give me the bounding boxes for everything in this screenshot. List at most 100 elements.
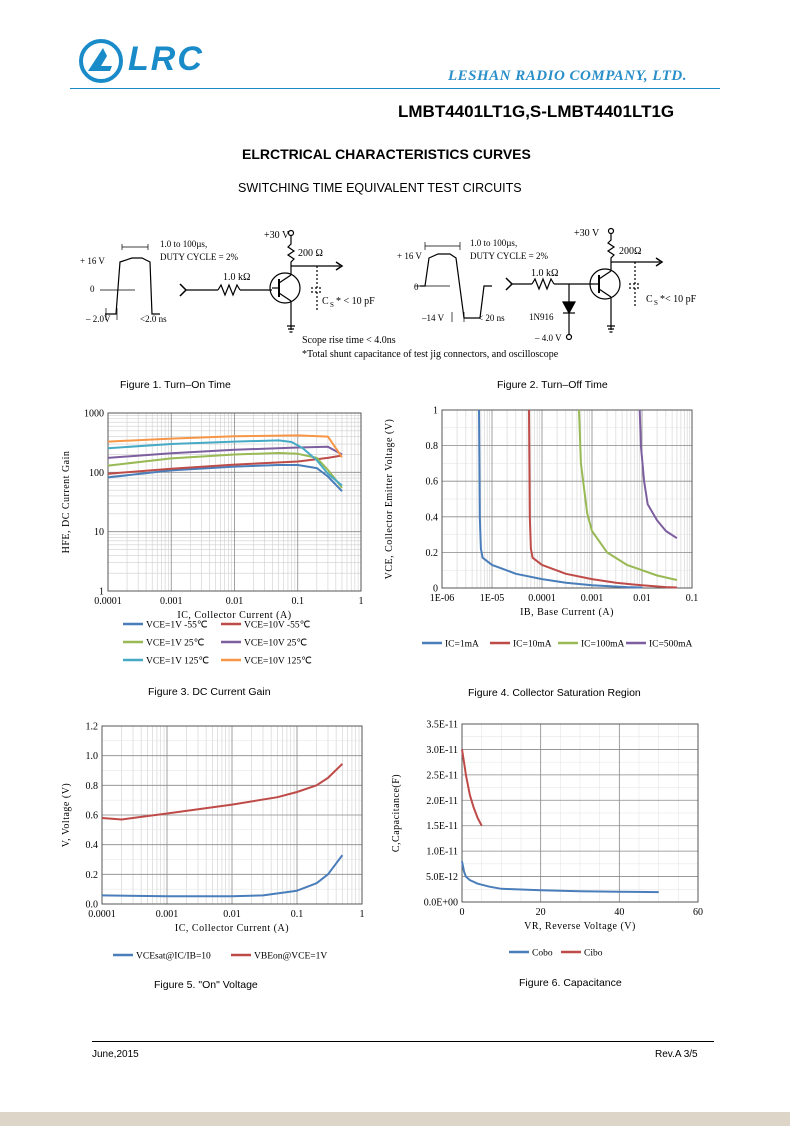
series-line-2 bbox=[528, 409, 677, 589]
x-tick-label: 0 bbox=[460, 907, 465, 918]
plot-frame bbox=[461, 723, 699, 903]
lrc-logo-icon bbox=[79, 39, 123, 83]
series-line-4 bbox=[638, 409, 678, 540]
legend-label-2: VCE=10V -55℃ bbox=[244, 621, 311, 631]
series-line-1 bbox=[101, 854, 344, 898]
c2-vcc: +30 V bbox=[574, 228, 600, 239]
company-name: LESHAN RADIO COMPANY, LTD. bbox=[448, 68, 688, 84]
footer-rev: Rev.A 3/5 bbox=[655, 1049, 698, 1060]
chart-on-voltage: 0.0001 0.001 0.01 0.1 1 0.0 0.2 0.4 0.6 0.8 1.0 1.2… bbox=[61, 722, 365, 962]
y-tick-label: 0.4 bbox=[426, 512, 439, 523]
legend-label-3: VCE=1V 25℃ bbox=[146, 639, 205, 649]
x-tick-label: 0.1 bbox=[291, 909, 304, 920]
c2-vzero: 0 bbox=[414, 282, 419, 292]
grid bbox=[461, 723, 699, 903]
y-tick-label: 10 bbox=[94, 527, 104, 538]
y-axis-label: V, Voltage (V) bbox=[61, 783, 72, 848]
page-bottom-band bbox=[0, 1112, 790, 1126]
switching-test-circuits: 1.0 to 100µs, DUTY CYCLE = 2% + 16 V 0 –… bbox=[80, 227, 697, 360]
x-axis-label: IB, Base Current (A) bbox=[520, 607, 614, 618]
series-line-2 bbox=[101, 763, 344, 821]
c2-vneg: – 4.0 V bbox=[534, 333, 562, 343]
scope-rise: Scope rise time < 4.0ns bbox=[302, 335, 396, 346]
c1-vlow: – 2.0V bbox=[85, 314, 111, 324]
c1-cs: C bbox=[322, 296, 329, 307]
legend-label-1: IC=1mA bbox=[445, 640, 479, 650]
shunt-note: *Total shunt capacitance of test jig con… bbox=[302, 349, 559, 360]
c1-pulse-width: 1.0 to 100µs, bbox=[160, 239, 207, 249]
subtitle: SWITCHING TIME EQUIVALENT TEST CIRCUITS bbox=[238, 181, 522, 195]
c2-fall: < 20 ns bbox=[478, 313, 505, 323]
y-tick-label: 1.5E-11 bbox=[426, 821, 458, 832]
x-tick-label: 0.001 bbox=[156, 909, 179, 920]
plot-frame bbox=[101, 725, 363, 905]
c2-rc: 200Ω bbox=[619, 246, 641, 257]
x-tick-label: 1E-05 bbox=[480, 593, 504, 604]
x-tick-label: 1E-06 bbox=[430, 593, 454, 604]
x-tick-label: 0.0001 bbox=[88, 909, 116, 920]
series-line-2 bbox=[461, 749, 483, 827]
c2-diode: 1N916 bbox=[529, 312, 554, 322]
x-tick-label: 0.01 bbox=[223, 909, 241, 920]
x-axis-label: VR, Reverse Voltage (V) bbox=[524, 921, 636, 932]
chart-collector-saturation: 1E-06 1E-05 0.0001 0.001 0.01 0.1 0 0.2 0.4 0.6 0.… bbox=[384, 406, 699, 650]
c2-rb: 1.0 kΩ bbox=[531, 268, 558, 279]
c2-vlow: –14 V bbox=[421, 313, 445, 323]
c2-pulse-width: 1.0 to 100µs, bbox=[470, 238, 517, 248]
c1-vhigh: + 16 V bbox=[80, 256, 105, 266]
x-tick-label: 1 bbox=[359, 596, 364, 607]
x-tick-label: 0.001 bbox=[581, 593, 604, 604]
legend-label-2: VBEon@VCE=1V bbox=[254, 952, 327, 962]
y-tick-label: 5.0E-12 bbox=[426, 872, 458, 883]
x-tick-label: 0.01 bbox=[633, 593, 651, 604]
y-tick-label: 100 bbox=[89, 468, 104, 479]
legend-label-1: VCEsat@IC/IB=10 bbox=[136, 952, 211, 962]
legend-label-1: VCE=1V -55℃ bbox=[146, 621, 208, 631]
c2-vhigh: + 16 V bbox=[397, 251, 422, 261]
y-tick-label: 0.0 bbox=[86, 900, 99, 911]
c1-rb: 1.0 kΩ bbox=[223, 272, 250, 283]
x-tick-label: 0.1 bbox=[686, 593, 699, 604]
plot-frame bbox=[441, 409, 693, 589]
legend-label-5: VCE=1V 125℃ bbox=[146, 657, 209, 667]
x-axis-label: IC, Collector Current (A) bbox=[177, 610, 291, 621]
legend-label-2: IC=10mA bbox=[513, 640, 552, 650]
footer-rule bbox=[92, 1041, 714, 1042]
section-title: ELRCTRICAL CHARACTERISTICS CURVES bbox=[242, 146, 531, 162]
y-tick-label: 1 bbox=[99, 587, 104, 598]
series-line-2 bbox=[107, 454, 343, 475]
part-number: LMBT4401LT1G,S-LMBT4401LT1G bbox=[398, 102, 675, 121]
y-tick-label: 2.0E-11 bbox=[426, 796, 458, 807]
c1-cs-sub: S bbox=[330, 301, 334, 309]
x-tick-label: 0.0001 bbox=[528, 593, 556, 604]
legend-label-3: IC=100mA bbox=[581, 640, 624, 650]
y-axis-label: HFE, DC Current Gain bbox=[61, 451, 72, 554]
y-tick-label: 1000 bbox=[84, 409, 104, 420]
c2-duty: DUTY CYCLE = 2% bbox=[470, 251, 548, 261]
legend-label-6: VCE=10V 125℃ bbox=[244, 657, 312, 667]
y-tick-label: 1.0E-11 bbox=[426, 847, 458, 858]
series-line-1 bbox=[478, 409, 643, 589]
plot-frame bbox=[107, 412, 362, 592]
y-tick-label: 0 bbox=[433, 584, 438, 595]
x-tick-label: 60 bbox=[693, 907, 703, 918]
y-tick-label: 1.2 bbox=[86, 722, 99, 733]
logo-text: LRC bbox=[128, 40, 204, 78]
y-tick-label: 0.4 bbox=[86, 840, 99, 851]
series-line-3 bbox=[578, 409, 678, 581]
fig5-caption: Figure 5. "On" Voltage bbox=[154, 979, 258, 991]
y-axis-label: VCE, Collector Emitter Voltage (V) bbox=[384, 419, 395, 580]
header-rule bbox=[70, 88, 720, 89]
y-tick-label: 1 bbox=[433, 406, 438, 417]
c1-rise: <2.0 ns bbox=[140, 314, 167, 324]
series-line-5 bbox=[107, 439, 343, 487]
c2-cs-val: *< 10 pF bbox=[660, 294, 697, 305]
series-line-4 bbox=[107, 445, 343, 459]
x-tick-label: 0.01 bbox=[226, 596, 244, 607]
c2-cs: C bbox=[646, 294, 653, 305]
y-tick-label: 0.6 bbox=[426, 477, 439, 488]
y-tick-label: 0.8 bbox=[426, 441, 439, 452]
series-line-6 bbox=[107, 434, 343, 458]
y-tick-label: 0.2 bbox=[426, 548, 439, 559]
y-tick-label: 3.5E-11 bbox=[426, 720, 458, 731]
